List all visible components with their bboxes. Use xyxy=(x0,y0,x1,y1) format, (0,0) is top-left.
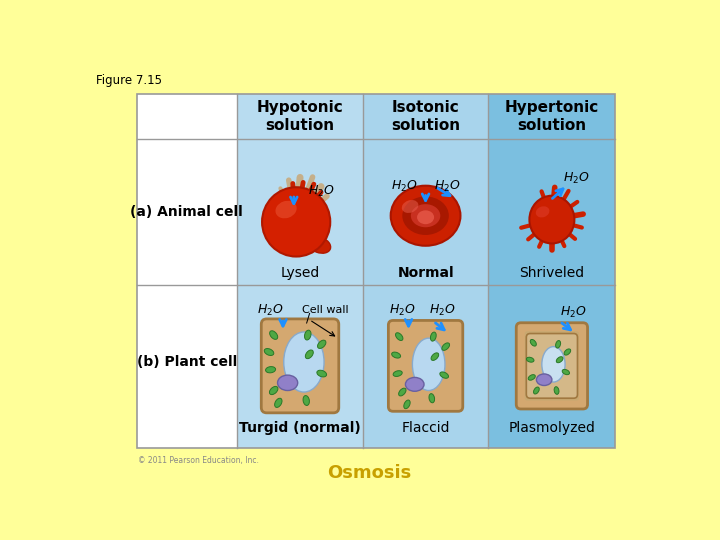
Text: (a) Animal cell: (a) Animal cell xyxy=(130,205,243,219)
Ellipse shape xyxy=(317,370,327,377)
Bar xyxy=(137,94,238,448)
Text: Cell wall: Cell wall xyxy=(302,306,348,315)
Ellipse shape xyxy=(405,377,424,392)
Ellipse shape xyxy=(284,332,324,392)
Ellipse shape xyxy=(402,200,418,213)
Ellipse shape xyxy=(534,387,539,394)
Ellipse shape xyxy=(431,353,438,360)
Text: (b) Plant cell: (b) Plant cell xyxy=(137,355,237,369)
FancyBboxPatch shape xyxy=(388,320,463,411)
Text: Plasmolyzed: Plasmolyzed xyxy=(508,421,595,435)
Ellipse shape xyxy=(392,352,400,358)
Ellipse shape xyxy=(305,330,311,340)
Ellipse shape xyxy=(274,398,282,407)
Text: © 2011 Pearson Education, Inc.: © 2011 Pearson Education, Inc. xyxy=(138,456,259,465)
Bar xyxy=(238,94,363,448)
Text: Figure 7.15: Figure 7.15 xyxy=(96,74,162,87)
Bar xyxy=(363,94,488,448)
Ellipse shape xyxy=(557,357,563,363)
Bar xyxy=(137,94,616,448)
Ellipse shape xyxy=(536,206,549,218)
Ellipse shape xyxy=(429,394,435,403)
Text: Hypertonic
solution: Hypertonic solution xyxy=(505,100,599,133)
Ellipse shape xyxy=(303,396,310,406)
Ellipse shape xyxy=(305,350,313,359)
Ellipse shape xyxy=(399,388,406,396)
Ellipse shape xyxy=(262,187,330,256)
Ellipse shape xyxy=(318,340,326,348)
Bar xyxy=(488,94,616,448)
Ellipse shape xyxy=(542,347,565,382)
Ellipse shape xyxy=(264,348,274,355)
Text: $H_2O$: $H_2O$ xyxy=(560,305,587,320)
Text: Isotonic
solution: Isotonic solution xyxy=(391,100,460,133)
Ellipse shape xyxy=(440,372,449,379)
FancyBboxPatch shape xyxy=(261,319,339,413)
Text: Osmosis: Osmosis xyxy=(327,464,411,482)
Text: /: / xyxy=(306,312,310,325)
Ellipse shape xyxy=(308,237,330,253)
Ellipse shape xyxy=(442,343,449,350)
Text: Normal: Normal xyxy=(397,266,454,280)
Ellipse shape xyxy=(530,340,536,346)
Text: $H_2O$: $H_2O$ xyxy=(389,303,415,318)
FancyBboxPatch shape xyxy=(516,323,588,409)
Text: Shriveled: Shriveled xyxy=(519,266,585,280)
Text: $H_2O$: $H_2O$ xyxy=(563,171,590,186)
Ellipse shape xyxy=(556,341,561,348)
Ellipse shape xyxy=(431,332,436,341)
Ellipse shape xyxy=(562,369,570,375)
Ellipse shape xyxy=(391,186,461,246)
Ellipse shape xyxy=(411,204,441,227)
Text: $H_2O$: $H_2O$ xyxy=(434,179,461,194)
Text: $H_2O$: $H_2O$ xyxy=(308,184,335,199)
Ellipse shape xyxy=(266,367,276,373)
Ellipse shape xyxy=(413,338,445,390)
Ellipse shape xyxy=(276,201,297,218)
Ellipse shape xyxy=(536,374,552,386)
Text: Lysed: Lysed xyxy=(280,266,320,280)
Ellipse shape xyxy=(564,349,571,355)
Text: Turgid (normal): Turgid (normal) xyxy=(239,421,361,435)
Ellipse shape xyxy=(393,370,402,376)
Ellipse shape xyxy=(269,387,278,395)
Ellipse shape xyxy=(270,331,278,339)
Text: Flaccid: Flaccid xyxy=(401,421,450,435)
FancyBboxPatch shape xyxy=(526,334,577,398)
Ellipse shape xyxy=(277,375,297,390)
Ellipse shape xyxy=(528,375,535,380)
Ellipse shape xyxy=(404,400,410,409)
Ellipse shape xyxy=(395,333,403,341)
Text: $H_2O$: $H_2O$ xyxy=(390,179,417,194)
Ellipse shape xyxy=(402,197,449,235)
Text: $H_2O$: $H_2O$ xyxy=(257,303,284,318)
Ellipse shape xyxy=(526,357,534,362)
Ellipse shape xyxy=(554,387,559,394)
Text: $H_2O$: $H_2O$ xyxy=(429,303,456,318)
FancyBboxPatch shape xyxy=(525,331,579,401)
Ellipse shape xyxy=(417,210,434,224)
Ellipse shape xyxy=(529,195,575,244)
Text: Hypotonic
solution: Hypotonic solution xyxy=(256,100,343,133)
